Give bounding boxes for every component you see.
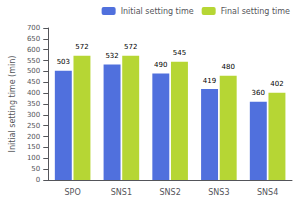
svg-text:100: 100	[27, 154, 40, 162]
svg-text:650: 650	[27, 35, 40, 43]
svg-text:450: 450	[27, 78, 40, 86]
svg-text:250: 250	[27, 122, 40, 130]
svg-text:600: 600	[27, 46, 40, 54]
svg-text:Initial setting time: Initial setting time	[121, 7, 194, 16]
svg-text:200: 200	[27, 133, 40, 141]
svg-text:SNS2: SNS2	[160, 188, 181, 197]
svg-text:700: 700	[27, 24, 40, 32]
svg-text:Initial setting time (min): Initial setting time (min)	[8, 56, 17, 153]
svg-text:490: 490	[154, 61, 167, 69]
svg-text:532: 532	[105, 52, 118, 60]
svg-text:Final setting time: Final setting time	[221, 7, 290, 16]
svg-text:SNS1: SNS1	[111, 188, 132, 197]
svg-text:SPO: SPO	[65, 188, 81, 197]
svg-text:350: 350	[27, 100, 40, 108]
svg-text:419: 419	[203, 77, 216, 85]
svg-text:300: 300	[27, 111, 40, 119]
svg-text:500: 500	[27, 67, 40, 75]
svg-text:SNS3: SNS3	[208, 188, 229, 197]
svg-text:572: 572	[75, 43, 88, 51]
svg-text:545: 545	[173, 49, 186, 57]
svg-text:0: 0	[36, 176, 40, 184]
svg-text:SNS4: SNS4	[257, 188, 278, 197]
svg-text:480: 480	[222, 63, 235, 71]
svg-text:150: 150	[27, 143, 40, 151]
svg-text:400: 400	[27, 89, 40, 97]
svg-text:360: 360	[252, 89, 265, 97]
svg-text:550: 550	[27, 57, 40, 65]
svg-text:503: 503	[57, 58, 70, 66]
svg-text:572: 572	[124, 43, 137, 51]
svg-text:50: 50	[31, 165, 40, 173]
svg-text:402: 402	[270, 80, 283, 88]
